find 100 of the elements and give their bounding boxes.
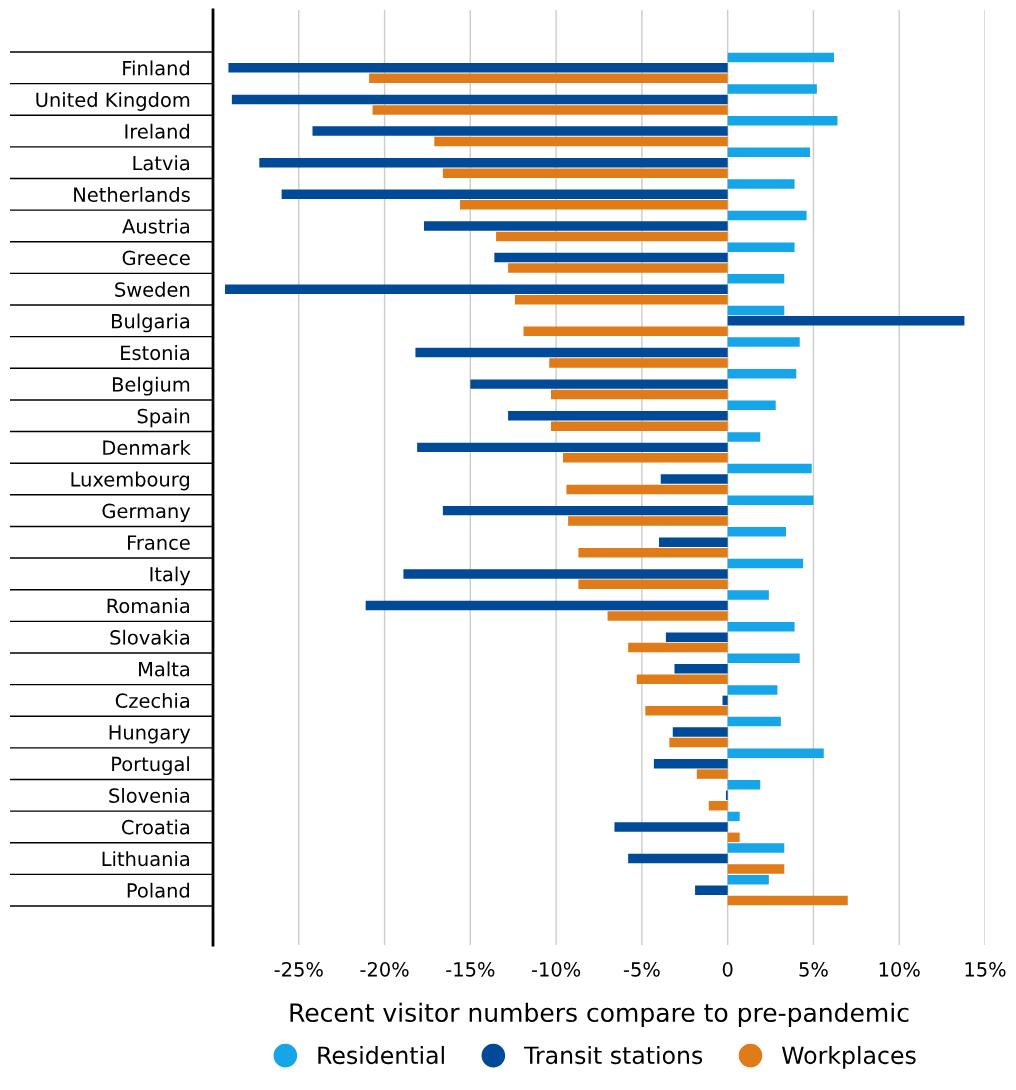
bar: [727, 843, 785, 853]
y-tick-label: France: [128, 535, 190, 550]
bar: [695, 885, 728, 895]
bar: [727, 895, 848, 906]
y-tick-label: Italy: [150, 566, 191, 586]
bar: [403, 569, 728, 579]
bar: [727, 210, 807, 221]
legend-label: Transit stations: [523, 1045, 703, 1065]
bar: [722, 695, 728, 706]
bar: [566, 484, 728, 495]
y-tick-label: Slovakia: [110, 629, 190, 645]
bar: [727, 864, 785, 874]
y-tick-label: Austria: [122, 218, 190, 234]
bar: [442, 505, 728, 516]
bar: [424, 221, 728, 231]
y-tick-label: Hungary: [109, 725, 191, 744]
bar: [727, 316, 965, 326]
bar: [653, 758, 728, 769]
y-tick-label: Sweden: [115, 281, 190, 297]
x-axis-title: Recent visitor numbers compare to pre-pandemic: [290, 1002, 909, 1027]
bar: [417, 442, 728, 453]
bar: [727, 147, 811, 158]
bar: [550, 389, 728, 400]
bar: [508, 263, 728, 273]
y-tick-label: Czechia: [115, 693, 190, 709]
y-tick-label: Bulgaria: [112, 313, 190, 333]
bar: [415, 347, 728, 358]
bar: [727, 115, 838, 126]
bar: [669, 737, 728, 748]
bar: [228, 63, 728, 73]
bar: [508, 411, 728, 421]
legend-label: Residential: [318, 1045, 444, 1065]
bar: [369, 73, 728, 84]
bar: [727, 716, 781, 727]
bar: [568, 516, 728, 526]
x-tick-label: -10%: [531, 962, 581, 977]
bar: [312, 126, 728, 136]
x-tick-label: 5%: [799, 962, 828, 977]
y-tick-label: Netherlands: [74, 186, 190, 203]
bar: [549, 358, 728, 368]
y-tick-label: Ireland: [125, 123, 190, 139]
y-tick-label: Croatia: [121, 819, 190, 835]
x-tick-label: 10%: [879, 962, 920, 977]
bar: [727, 179, 795, 189]
y-tick-label: Malta: [139, 661, 190, 677]
bar: [727, 874, 769, 885]
x-tick-label: -20%: [360, 962, 409, 977]
bar: [727, 748, 824, 758]
bar: [727, 653, 800, 664]
bar: [727, 305, 785, 316]
bar: [281, 189, 728, 200]
bar: [494, 252, 728, 263]
bar: [727, 463, 812, 474]
bar: [259, 157, 728, 168]
y-tick-label: Greece: [122, 250, 190, 266]
bar: [727, 590, 769, 600]
bar: [434, 136, 728, 147]
bar: [727, 52, 835, 63]
bar: [645, 706, 728, 716]
bar: [665, 632, 728, 642]
bar: [727, 432, 761, 442]
y-tick-label: Romania: [107, 598, 190, 614]
bar: [607, 611, 728, 621]
bar: [365, 600, 728, 611]
y-tick-label: Estonia: [121, 345, 190, 361]
bar: [672, 727, 728, 737]
bar: [727, 337, 800, 347]
bar: [231, 94, 728, 105]
bar: [727, 495, 814, 505]
x-tick-label: 0: [722, 962, 733, 977]
y-tick-label: Germany: [102, 503, 191, 523]
bar: [727, 84, 817, 94]
y-tick-label: Finland: [123, 60, 190, 76]
bar: [578, 579, 728, 590]
bar: [562, 453, 728, 463]
y-tick-label: Poland: [127, 882, 190, 898]
bar: [727, 368, 797, 379]
bar: [674, 664, 728, 674]
bar: [578, 547, 728, 558]
bar: [727, 780, 761, 790]
bar: [727, 274, 785, 284]
bar: [727, 621, 795, 632]
x-tick-label: -5%: [623, 962, 660, 977]
x-tick-label: -15%: [446, 962, 495, 977]
bar: [470, 379, 728, 389]
bar: [659, 537, 728, 547]
y-tick-label: Denmark: [103, 439, 191, 456]
bar: [628, 853, 728, 864]
y-tick-label: Spain: [137, 408, 190, 428]
bar: [460, 200, 728, 210]
y-tick-label: Portugal: [112, 756, 189, 776]
bar: [727, 400, 776, 411]
x-tick-label: -25%: [274, 962, 323, 977]
bar: [550, 421, 728, 431]
y-tick-label: Luxembourg: [71, 471, 190, 491]
bar: [708, 800, 728, 811]
bar: [727, 832, 740, 843]
bar: [727, 242, 795, 252]
bar: [225, 284, 728, 294]
bar: [696, 769, 728, 779]
